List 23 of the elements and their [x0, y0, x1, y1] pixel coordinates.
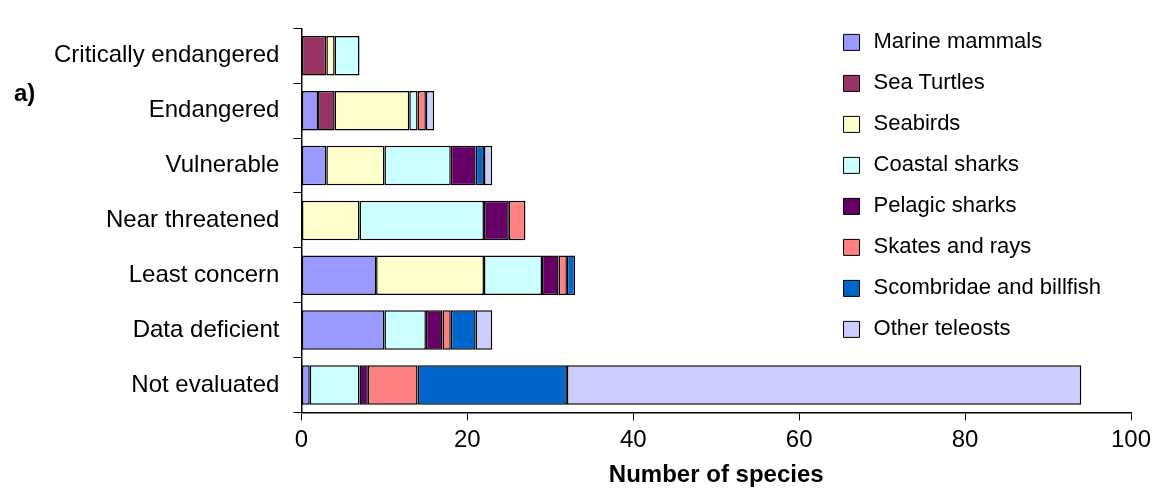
y-tick-label: Data deficient	[132, 314, 280, 342]
legend-label: Coastal sharks	[873, 151, 1020, 177]
legend-label: Seabirds	[873, 110, 961, 136]
legend-label: Sea Turtles	[873, 69, 985, 95]
y-tick-label: Critically endangered	[53, 40, 280, 68]
legend-label: Marine mammals	[873, 28, 1043, 54]
legend-label: Skates and rays	[873, 233, 1032, 259]
y-tick-label: Vulnerable	[165, 150, 280, 178]
legend-label: Pelagic sharks	[873, 192, 1017, 218]
y-tick-label: Not evaluated	[131, 369, 280, 397]
x-tick-label: 20	[454, 425, 481, 453]
x-tick-label: 0	[294, 425, 309, 453]
text: a)	[14, 79, 36, 107]
y-tick-label: Least concern	[128, 259, 280, 287]
x-tick-label: 100	[1110, 425, 1152, 453]
y-tick-label: Near threatened	[106, 205, 280, 233]
x-tick-label: 40	[619, 425, 647, 453]
legend-label: Scombridae and billfish	[873, 274, 1102, 300]
x-axis-title: Number of species	[608, 460, 824, 488]
legend-label: Other teleosts	[873, 315, 1011, 341]
y-tick-label: Endangered	[148, 95, 280, 123]
x-tick-label: 80	[951, 425, 979, 453]
x-tick-label: 60	[785, 425, 813, 453]
